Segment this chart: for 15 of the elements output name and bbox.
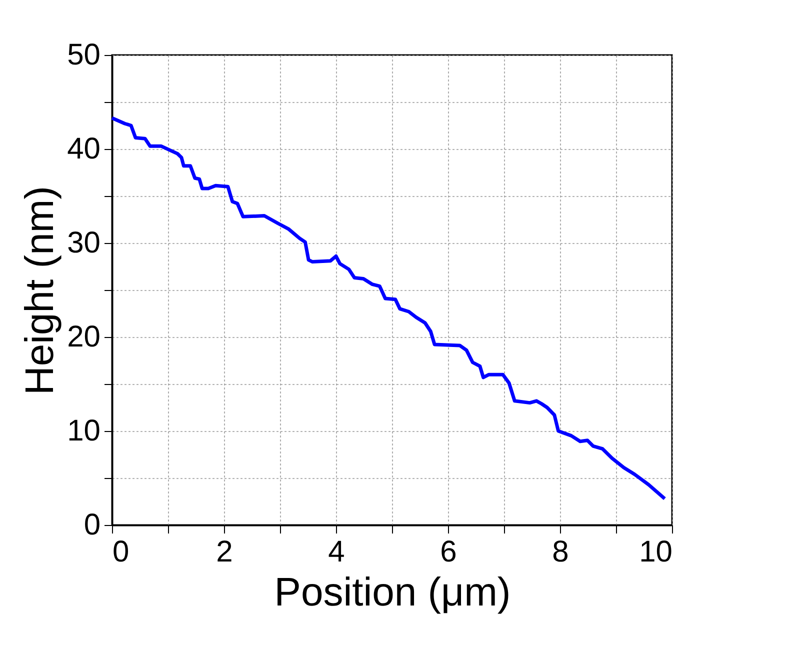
- x-tick-label: 0: [112, 536, 130, 568]
- y-tick-label: 20: [67, 320, 100, 354]
- y-axis-title: Height (nm): [18, 186, 62, 395]
- x-axis-title: Position (μm): [274, 570, 511, 614]
- y-tick-label: 50: [67, 38, 100, 72]
- x-tick-label: 6: [440, 536, 457, 568]
- y-tick-label: 30: [67, 226, 100, 260]
- line-series: [110, 116, 666, 500]
- y-tick-label: 10: [67, 414, 100, 448]
- y-tick-label: 40: [67, 132, 100, 166]
- y-tick-label: 0: [84, 508, 100, 542]
- x-tick-label: 4: [328, 536, 345, 568]
- x-tick-label: 10: [639, 536, 672, 568]
- x-tick-label: 2: [216, 536, 233, 568]
- x-tick-label: 8: [552, 536, 569, 568]
